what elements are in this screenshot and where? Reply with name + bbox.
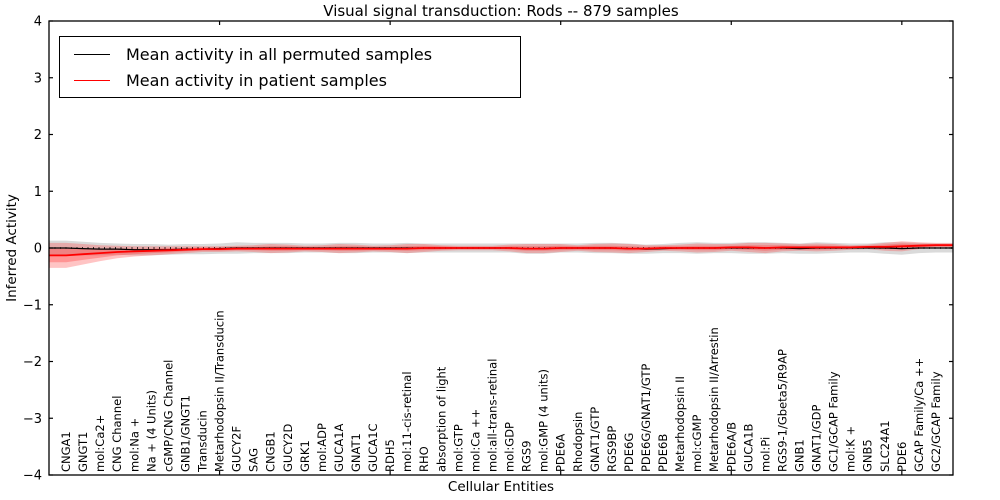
y-tick-label: −2: [23, 355, 42, 370]
x-entity-label: PDE6: [895, 442, 909, 472]
x-entity-label: CNGA1: [59, 431, 73, 472]
x-entity-label: RGS9: [520, 440, 534, 472]
x-entity-label: GUCY2F: [230, 426, 244, 472]
y-tick-label: 4: [34, 15, 42, 30]
x-entity-label: RHO: [417, 446, 431, 472]
y-tick-label: 3: [34, 71, 42, 86]
x-entity-label: GNB5: [861, 439, 875, 472]
legend-item-permuted: Mean activity in all permuted samples: [74, 41, 520, 67]
x-entity-label: GC1/GCAP Family: [827, 371, 841, 472]
x-entity-label: mol:K +: [844, 426, 858, 472]
x-entity-label: Na + (4 Units): [144, 390, 158, 472]
y-tick-label: −4: [23, 469, 42, 484]
y-tick-label: 2: [34, 128, 42, 143]
y-tick-label: 1: [34, 185, 42, 200]
x-entity-label: mol:cGMP: [690, 415, 704, 472]
x-entity-label: mol:Ca ++: [468, 409, 482, 472]
x-entity-label: Transducin: [196, 410, 210, 473]
x-entity-label: Metarhodopsin II: [673, 376, 687, 472]
x-entity-label: Metarhodopsin II/Transducin: [213, 310, 227, 472]
legend-line-sample-patient: [74, 79, 110, 81]
x-entity-label: PDE6A/B: [724, 422, 738, 472]
x-entity-label: PDE6A: [554, 434, 568, 472]
x-entity-label: GUCA1C: [366, 423, 380, 472]
x-entity-label: mol:Pi: [758, 437, 772, 472]
x-entity-label: GRK1: [298, 440, 312, 472]
x-entity-label: Rhodopsin: [571, 412, 585, 472]
legend-line-sample-permuted: [74, 53, 110, 55]
y-tick-label: −1: [23, 298, 42, 313]
legend-label-permuted: Mean activity in all permuted samples: [126, 44, 433, 64]
y-axis-label: Inferred Activity: [4, 194, 20, 302]
x-entity-label: mol:ADP: [315, 423, 329, 472]
x-entity-label: CNG Channel: [110, 396, 124, 472]
x-entity-label: PDE6G/GNAT1/GTP: [639, 364, 653, 472]
y-tick-label: −3: [23, 412, 42, 427]
x-entity-label: GCAP Family/Ca ++: [912, 358, 926, 472]
x-entity-label: GNAT1: [349, 433, 363, 472]
x-entity-label: RGS9BP: [605, 426, 619, 472]
x-entity-label: GNGT1: [76, 432, 90, 472]
x-entity-label: mol:GMP (4 units): [537, 369, 551, 472]
x-entity-label: GUCY2D: [281, 424, 295, 472]
x-entity-label: mol:GTP: [451, 424, 465, 472]
x-entity-label: GNAT1/GDP: [810, 405, 824, 472]
chart-title: Visual signal transduction: Rods -- 879 …: [323, 2, 679, 20]
x-axis-label: Cellular Entities: [447, 479, 555, 495]
x-entity-label: SLC24A1: [878, 420, 892, 472]
x-entity-label: CNGB1: [264, 431, 278, 472]
x-entity-label: mol:Na +: [127, 418, 141, 472]
x-entity-label: GNB1/GNGT1: [178, 395, 192, 472]
x-entity-label: GC2/GCAP Family: [929, 371, 943, 472]
x-entity-label: absorption of light: [434, 366, 448, 472]
x-entity-label: RGS9-1/Gbeta5/R9AP: [775, 349, 789, 472]
x-entity-label: GNAT1/GTP: [588, 407, 602, 472]
x-entity-label: mol:11-cis-retinal: [400, 371, 414, 472]
x-entity-label: PDE6B: [656, 434, 670, 472]
x-entity-label: cGMP/CNG Channel: [161, 360, 175, 472]
x-entity-label: RDH5: [383, 439, 397, 472]
x-entity-label: mol:all-trans-retinal: [485, 359, 499, 472]
y-tick-label: 0: [34, 242, 42, 257]
x-entity-label: mol:Ca2+: [93, 415, 107, 472]
legend: Mean activity in all permuted samples Me…: [59, 36, 521, 98]
x-entity-label: mol:GDP: [503, 422, 517, 472]
legend-item-patient: Mean activity in patient samples: [74, 67, 520, 93]
x-entity-label: PDE6G: [622, 433, 636, 472]
x-entity-label: Metarhodopsin II/Arrestin: [707, 327, 721, 472]
x-entity-label: GUCA1A: [332, 423, 346, 472]
x-entity-label: GUCA1B: [741, 423, 755, 472]
legend-label-patient: Mean activity in patient samples: [126, 70, 387, 90]
patient-mean-line: [49, 244, 953, 257]
x-entity-label: SAG: [247, 448, 261, 472]
x-entity-label: GNB1: [792, 439, 806, 472]
